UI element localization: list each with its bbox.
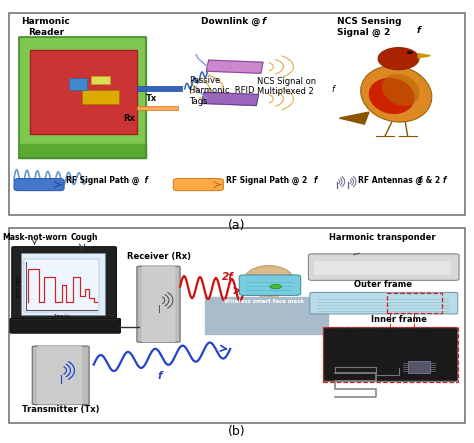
Bar [387, 293, 442, 313]
Bar [408, 361, 430, 373]
Polygon shape [18, 38, 146, 159]
FancyBboxPatch shape [137, 266, 180, 342]
Text: RF Antennas @: RF Antennas @ [357, 175, 423, 185]
Text: f: f [417, 27, 420, 35]
Text: f: f [259, 17, 266, 26]
Text: f: f [313, 175, 317, 185]
Text: Outer frame: Outer frame [354, 280, 411, 289]
Text: Time (s): Time (s) [53, 314, 70, 318]
FancyBboxPatch shape [310, 292, 458, 314]
Text: f: f [332, 85, 335, 94]
Text: f: f [157, 371, 162, 381]
Polygon shape [30, 50, 137, 134]
Text: f: f [443, 175, 446, 185]
Bar [259, 281, 279, 297]
FancyBboxPatch shape [12, 247, 117, 323]
FancyBboxPatch shape [14, 179, 64, 190]
Ellipse shape [369, 78, 415, 114]
Bar [322, 327, 458, 382]
Text: Wireless smart face mask: Wireless smart face mask [224, 299, 304, 304]
FancyBboxPatch shape [173, 179, 223, 190]
Text: f: f [416, 175, 422, 185]
FancyBboxPatch shape [141, 266, 175, 342]
FancyBboxPatch shape [309, 254, 459, 280]
Text: RF Signal Path @: RF Signal Path @ [66, 175, 140, 185]
Text: Cough: Cough [71, 233, 98, 242]
Polygon shape [205, 297, 328, 334]
Text: NCS Sensing
Signal @ 2: NCS Sensing Signal @ 2 [337, 17, 401, 37]
Ellipse shape [378, 47, 419, 70]
Bar [24, 259, 99, 312]
Bar [21, 253, 105, 315]
FancyBboxPatch shape [239, 275, 301, 295]
FancyBboxPatch shape [32, 346, 89, 404]
Bar [137, 106, 178, 110]
Ellipse shape [407, 51, 413, 54]
Text: 2f: 2f [222, 272, 234, 282]
Text: (b): (b) [228, 425, 246, 438]
Polygon shape [207, 60, 263, 73]
Bar [91, 76, 109, 84]
Text: Downlink @: Downlink @ [201, 17, 260, 27]
Text: Receiver (Rx): Receiver (Rx) [127, 252, 191, 260]
Ellipse shape [270, 284, 282, 289]
Text: Mask-not-worn: Mask-not-worn [2, 233, 67, 242]
Bar [69, 78, 87, 90]
FancyBboxPatch shape [10, 319, 120, 333]
Text: Inner frame: Inner frame [371, 315, 427, 324]
Ellipse shape [361, 66, 432, 122]
Text: f: f [142, 175, 148, 185]
Text: Harmonic transponder: Harmonic transponder [329, 233, 436, 242]
Text: Harmonic
Reader: Harmonic Reader [21, 17, 70, 37]
Ellipse shape [240, 277, 250, 284]
FancyBboxPatch shape [323, 327, 458, 381]
Polygon shape [339, 112, 369, 124]
Text: Passive
Harmonic  RFID
Tags: Passive Harmonic RFID Tags [189, 76, 255, 105]
Bar [137, 86, 182, 91]
FancyBboxPatch shape [37, 346, 82, 404]
Text: (a): (a) [228, 219, 246, 232]
Bar [314, 261, 451, 275]
Polygon shape [18, 144, 146, 159]
Ellipse shape [382, 74, 419, 106]
Text: RSSI (dBm): RSSI (dBm) [18, 274, 21, 297]
Ellipse shape [244, 266, 294, 296]
Text: RF Signal Path @ 2: RF Signal Path @ 2 [226, 175, 307, 185]
Polygon shape [202, 93, 258, 105]
Polygon shape [418, 54, 430, 58]
Text: Tx: Tx [146, 94, 157, 103]
Bar [82, 90, 118, 104]
Text: Rx: Rx [123, 114, 135, 123]
Text: NCS Signal on
Multiplexed 2: NCS Signal on Multiplexed 2 [257, 77, 317, 96]
Text: & 2: & 2 [423, 175, 440, 185]
Text: Transmitter (Tx): Transmitter (Tx) [22, 404, 100, 414]
